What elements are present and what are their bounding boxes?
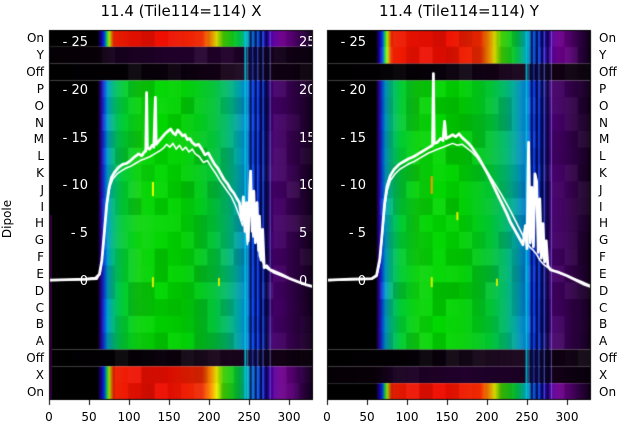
x-tick-label: 300 [555,410,579,424]
x-tick-label: 150 [157,410,181,424]
value-tick-label-right: 15 [299,130,312,146]
row-label-left: D [34,283,44,298]
row-label-right: M [599,132,610,147]
row-label-right: K [599,166,607,180]
row-label-left: B [35,317,44,332]
x-tick-label: 150 [435,410,459,424]
value-tick-label-left: - 15 [62,130,88,146]
row-label-right: Off [599,351,617,365]
row-label-right: H [599,216,609,231]
row-label-right: P [599,81,607,96]
row-label-right: I [599,199,603,214]
row-label-right: A [599,334,608,349]
row-label-left: H [34,216,44,231]
value-tick-label-left: - 10 [340,178,366,194]
row-label-right: F [599,250,606,264]
value-tick-label-left: 0 [357,274,366,289]
value-tick-label-left: - 25 [340,35,366,50]
row-label-left: I [40,199,44,214]
row-label-right: D [599,283,609,298]
x-tick-label: 250 [515,410,539,424]
value-tick-label-right: 5 [299,226,308,242]
x-tick-label: 100 [395,410,419,424]
row-label-right: On [599,31,617,46]
value-tick-label-right: 10 [299,178,312,194]
x-tick-label: 250 [237,410,261,424]
row-label-left: Off [26,351,44,365]
x-tick-label: 0 [45,410,53,424]
row-label-left: F [37,250,44,264]
row-label-left: X [35,367,44,382]
row-label-right: O [599,98,609,113]
row-label-left: P [36,81,44,96]
x-tick-label: 200 [475,410,499,424]
value-tick-label-left: - 10 [62,178,88,194]
row-label-right: C [599,300,608,315]
row-label-left: J [40,182,44,197]
x-tick-label: 100 [117,410,141,424]
row-label-left: E [36,266,44,281]
row-label-right: N [599,115,608,130]
value-tick-label-right: 0 [299,274,308,289]
value-tick-label-right: 20 [299,82,312,98]
row-label-right: J [599,182,603,197]
row-label-right: G [599,233,609,248]
row-label-right: Off [599,65,617,79]
row-label-right: On [599,384,617,399]
value-tick-label-left: - 20 [62,82,88,98]
plot-title-y-pol: 11.4 (Tile114=114) Y [379,2,539,20]
plot-title-x-pol: 11.4 (Tile114=114) X [100,2,262,20]
x-tick-label: 200 [197,410,221,424]
row-label-left: C [35,300,44,315]
row-label-left: On [26,384,44,399]
value-tick-label-left: - 5 [70,226,88,242]
row-label-right: E [599,266,607,281]
value-tick-label-left: 0 [79,274,88,289]
row-label-left: L [37,149,44,164]
row-label-right: B [599,317,608,332]
value-tick-label-left: - 20 [340,82,366,98]
x-tick-label: 50 [359,410,375,424]
row-label-left: M [33,132,44,147]
row-label-left: On [26,31,44,46]
value-tick-label-left: - 15 [340,130,366,146]
row-label-left: Y [36,48,44,63]
row-label-left: K [36,166,44,180]
value-tick-label-left: - 5 [348,226,366,242]
x-tick-label: 0 [323,410,331,424]
row-label-left: O [34,98,44,113]
row-label-left: G [34,233,44,248]
row-label-left: Off [26,65,44,79]
row-label-left: A [35,334,44,349]
row-label-right: Y [599,48,607,63]
value-tick-label-right: 25 [299,35,312,50]
row-label-left: N [35,115,44,130]
row-label-right: X [599,367,608,382]
x-tick-label: 50 [81,410,97,424]
value-tick-label-left: - 25 [62,35,88,50]
row-label-right: L [599,149,606,164]
x-tick-label: 300 [277,410,301,424]
